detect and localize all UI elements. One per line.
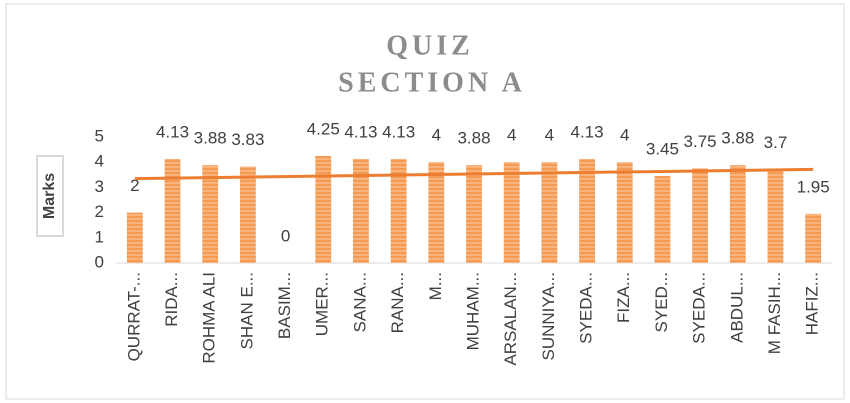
data-label: 3.88 (721, 129, 754, 148)
data-label: 3.75 (684, 132, 717, 151)
bar (805, 213, 822, 263)
y-tick-label: 5 (95, 126, 104, 145)
y-tick-label: 0 (95, 252, 104, 271)
y-tick-label: 4 (95, 152, 104, 171)
x-tick-label: QURRAT-... (124, 272, 143, 361)
data-label: 3.88 (194, 129, 227, 148)
bar (692, 168, 709, 263)
data-label: 3.7 (764, 133, 788, 152)
bar (164, 158, 181, 263)
x-tick-label: SHAN E... (237, 272, 256, 349)
data-label: 0 (281, 226, 290, 245)
bar (315, 155, 332, 263)
x-tick-label: HAFIZ... (803, 272, 822, 335)
x-tick-label: ABDUL... (727, 272, 746, 343)
data-label: 4 (620, 126, 629, 145)
x-tick-label: ARSALAN... (501, 272, 520, 366)
data-label: 4.13 (571, 122, 604, 141)
bar (579, 158, 595, 263)
data-label: 3.45 (646, 140, 679, 159)
bar (126, 212, 143, 263)
data-label: 4.25 (307, 119, 340, 138)
x-tick-label: M... (426, 272, 445, 300)
bar (428, 162, 445, 263)
bar (541, 162, 558, 263)
x-tick-label: SYED... (652, 272, 671, 332)
x-tick-label: ROHMA ALI (200, 272, 219, 364)
trendline (134, 167, 814, 181)
y-tick-label: 2 (95, 202, 104, 221)
x-tick-label: SYEDA... (577, 272, 596, 344)
x-tick-label: MUHAM... (463, 272, 482, 350)
y-tick-label: 3 (95, 177, 104, 196)
x-tick-label: RANA... (388, 272, 407, 333)
bar (616, 162, 633, 263)
x-tick-label: UMER... (313, 272, 332, 336)
bar (466, 165, 482, 263)
chart-title: QUIZ (386, 30, 474, 61)
x-tick-label: BASIM... (275, 272, 294, 339)
bar (503, 162, 520, 263)
bar (767, 169, 784, 263)
y-tick-label: 1 (95, 227, 104, 246)
x-tick-label: SUNNIYA... (539, 272, 558, 360)
data-label: 4.13 (344, 122, 377, 141)
data-label: 4 (545, 126, 554, 145)
bar (654, 176, 671, 263)
x-tick-label: RIDA... (162, 272, 181, 327)
data-label: 2 (130, 176, 139, 195)
data-label: 3.88 (457, 129, 490, 148)
bar (729, 165, 746, 263)
data-label: 4.13 (382, 122, 415, 141)
data-label: 4.13 (156, 122, 189, 141)
bar (202, 165, 219, 263)
data-label: 3.83 (231, 130, 264, 149)
x-tick-label: SANA... (350, 272, 369, 332)
bar (390, 158, 407, 263)
x-tick-label: SYEDA... (690, 272, 709, 344)
x-tick-label: M FASIH... (765, 272, 784, 354)
chart-subtitle: SECTION A (338, 67, 526, 98)
x-tick-label: FIZA... (614, 272, 633, 323)
data-label: 4 (432, 126, 441, 145)
data-label: 1.95 (797, 177, 830, 196)
y-axis-label: Marks (41, 173, 58, 219)
data-label: 4 (507, 126, 516, 145)
y-label-box (36, 155, 64, 237)
bar (239, 166, 256, 263)
bar (353, 158, 369, 263)
